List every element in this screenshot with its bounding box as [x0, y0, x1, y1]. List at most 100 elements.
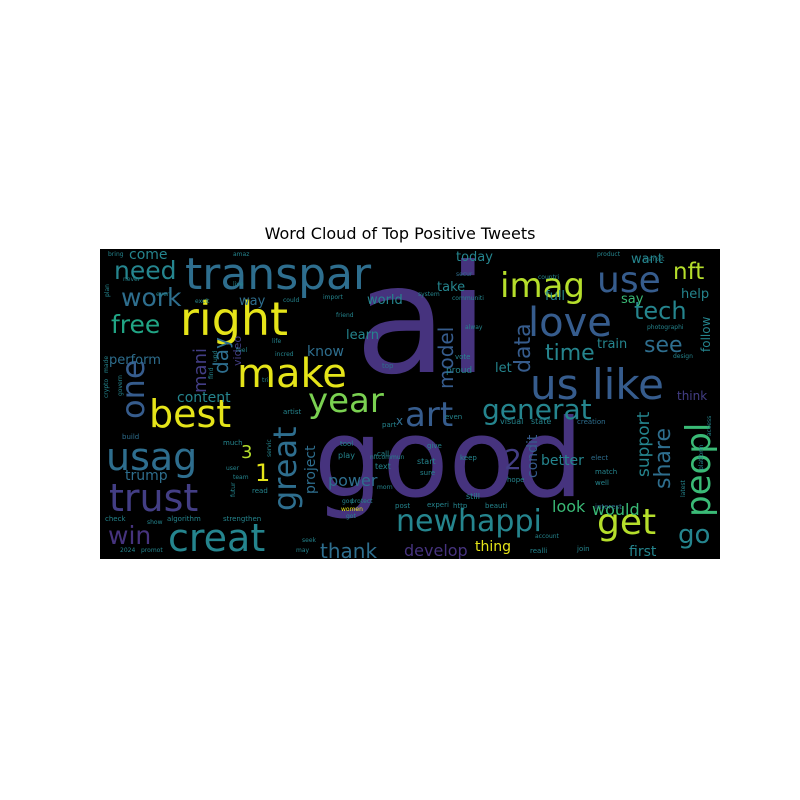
word-think-66: think: [677, 389, 707, 403]
word-feel-143: feel: [236, 347, 247, 354]
word-never-136: never: [123, 276, 141, 283]
word-vote-70: vote: [455, 353, 470, 361]
word-system-106: system: [418, 291, 440, 298]
word-generat-19: generat: [482, 393, 592, 426]
word-way-59: way: [239, 294, 266, 309]
word-imag-14: imag: [500, 266, 585, 306]
word-state-73: state: [531, 417, 551, 426]
word-call-78: call: [377, 450, 389, 458]
word-cloud: aigoodtransparrightmakebesttrustcreatusa…: [100, 249, 720, 559]
word-part-72: part: [382, 421, 397, 429]
word-experi-91: experi: [427, 501, 449, 509]
word-love-12: love: [528, 300, 612, 346]
word-made-133: made: [103, 356, 110, 373]
word-would-48: would: [592, 500, 640, 519]
word-work-22: work: [121, 283, 182, 312]
word-win-25: win: [108, 521, 151, 550]
word-want-60: want: [631, 252, 663, 267]
word-product-111: product: [597, 251, 621, 258]
word-thing-44: thing: [475, 539, 511, 555]
word-match-87: match: [595, 468, 617, 476]
word-know-54: know: [307, 344, 344, 360]
word-model-31: model: [434, 327, 458, 389]
word-first-49: first: [629, 544, 657, 559]
word-share-32: share: [651, 428, 676, 489]
chart-title: Word Cloud of Top Positive Tweets: [264, 224, 536, 243]
word-bring-139: bring: [108, 251, 124, 258]
word-keep-83: keep: [460, 454, 477, 462]
word-life-101: life: [272, 338, 281, 345]
word-say-63: say: [621, 292, 644, 307]
word-plan-149: plan: [104, 284, 111, 297]
word-full-62: full: [545, 289, 565, 304]
word-friend-105: friend: [336, 312, 354, 319]
word-go-34: go: [678, 520, 710, 550]
word-give-82: give: [427, 442, 442, 450]
word-everi-137: everi: [156, 291, 171, 298]
word-play-77: play: [338, 451, 355, 460]
word-sure-81: sure: [420, 469, 435, 477]
word-artist-99: artist: [283, 408, 302, 416]
word-read-96: read: [252, 487, 268, 495]
word-design-113: design: [673, 353, 693, 360]
word-nftcommun-118: nftcommun: [370, 454, 405, 461]
word-post-90: post: [395, 502, 410, 510]
word-proud-69: proud: [446, 366, 472, 376]
word-data-30: data: [511, 323, 536, 373]
word-account-117: account: [535, 533, 560, 540]
word-govern-135: govern: [117, 375, 124, 396]
word-art-18: art: [405, 395, 453, 435]
word-need-23: need: [114, 256, 176, 285]
word-futur-97: futur: [230, 482, 237, 497]
word-amaz-140: amaz: [233, 251, 249, 258]
word-best-5: best: [149, 392, 231, 436]
word-much-130: much: [223, 439, 243, 447]
word-usag-8: usag: [106, 435, 197, 479]
word-upd-142: upd: [212, 350, 219, 362]
word-nft-26: nft: [673, 259, 704, 285]
word-platform-114: platform: [698, 444, 705, 470]
word-live-102: live: [233, 281, 244, 288]
word-mani-37: mani: [190, 348, 211, 393]
word-video-68: video: [231, 336, 244, 366]
word-thank-35: thank: [320, 539, 377, 559]
word-develop-43: develop: [404, 541, 468, 559]
word-got-121: got: [346, 513, 356, 520]
word-project-42: project: [303, 445, 319, 494]
word-well-88: well: [595, 479, 609, 487]
word-crypto-134: crypto: [103, 379, 110, 398]
word-incred-100: incred: [275, 351, 294, 358]
word-check-126: check: [105, 515, 126, 523]
word-elect-86: elect: [591, 454, 608, 462]
word-ai-0: ai: [355, 249, 489, 408]
word-year-20: year: [308, 381, 384, 421]
word-condit-47: condit: [525, 434, 541, 478]
word-see-28: see: [644, 333, 683, 358]
word-world-56: world: [367, 293, 403, 308]
word-user-132: user: [226, 465, 240, 472]
word-good-1: good: [314, 397, 583, 522]
word-get-16: get: [597, 502, 656, 543]
word-x-146: x: [396, 414, 403, 428]
word-http-92: http: [453, 502, 468, 510]
word-morn-119: morn: [377, 484, 393, 491]
word-cloud-words: aigoodtransparrightmakebesttrustcreatusa…: [103, 249, 719, 559]
word-strengthen-125: strengthen: [223, 515, 261, 523]
word-perform-52: perform: [109, 353, 161, 368]
word-may-123: may: [296, 547, 310, 554]
word-day-36: day: [209, 337, 233, 374]
word-power-41: power: [328, 471, 378, 490]
word-countri-110: countri: [538, 274, 559, 281]
word-women-120: women: [341, 506, 363, 513]
word-could-103: could: [283, 297, 299, 304]
word-us-11: us: [530, 360, 579, 409]
word-algorithm-124: algorithm: [167, 515, 201, 523]
word-tech-27: tech: [634, 297, 687, 325]
word-excit-138: excit: [195, 298, 210, 305]
word-1-39: 1: [255, 459, 270, 487]
word-great-21: great: [266, 426, 304, 511]
word-train-64: train: [597, 337, 627, 352]
word-support-33: support: [634, 411, 654, 477]
word-latest-116: latest: [680, 479, 687, 497]
word-tool-76: tool: [340, 440, 353, 448]
